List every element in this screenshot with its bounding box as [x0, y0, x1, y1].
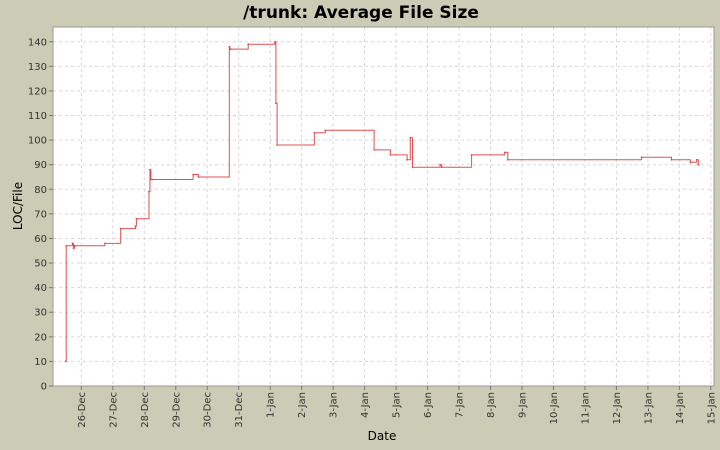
data-point — [275, 102, 277, 105]
data-point — [470, 154, 473, 156]
plot-area — [53, 27, 714, 386]
x-tick-label: 9-Jan — [517, 392, 528, 418]
x-tick-label: 28-Dec — [140, 392, 151, 428]
x-tick-label: 27-Dec — [108, 392, 119, 428]
series-layer — [64, 40, 700, 363]
x-tick-label: 31-Dec — [234, 392, 245, 428]
x-tick-label: 13-Jan — [643, 392, 654, 424]
data-point — [228, 45, 231, 48]
data-point — [192, 173, 195, 176]
x-tick-label: 29-Dec — [171, 392, 182, 428]
data-point — [71, 242, 74, 245]
grid — [53, 27, 714, 387]
y-axis-label: LOC/File — [11, 182, 25, 230]
data-point — [247, 43, 250, 46]
data-point — [119, 227, 122, 230]
data-point — [503, 151, 506, 154]
data-point — [697, 163, 700, 166]
data-point — [409, 136, 412, 139]
y-tick-label: 80 — [34, 185, 47, 196]
data-point — [65, 244, 68, 247]
data-point — [74, 244, 76, 247]
data-point — [689, 161, 692, 164]
x-tick-label: 15-Jan — [706, 392, 717, 424]
y-tick-label: 30 — [34, 308, 47, 319]
data-point — [324, 129, 327, 132]
x-tick-label: 10-Jan — [549, 392, 560, 424]
y-tick-label: 40 — [34, 283, 47, 294]
x-tick-label: 4-Jan — [360, 392, 371, 418]
y-tick-label: 10 — [34, 357, 47, 368]
data-point — [440, 166, 443, 169]
x-axis-label: Date — [368, 429, 397, 443]
x-tick-label: 6-Jan — [423, 392, 434, 418]
plot-border — [52, 26, 715, 387]
data-point — [229, 48, 232, 50]
data-point — [134, 225, 137, 228]
x-tick-label: 5-Jan — [392, 392, 403, 418]
x-tick-label: 30-Dec — [203, 392, 214, 428]
data-point — [373, 149, 375, 151]
data-point — [389, 154, 392, 156]
x-tick-label: 2-Jan — [297, 392, 308, 418]
y-tick-label: 130 — [28, 62, 47, 73]
y-tick-label: 90 — [34, 160, 47, 171]
data-point — [72, 247, 75, 250]
y-tick-label: 0 — [41, 382, 47, 393]
y-tick-label: 50 — [34, 259, 47, 270]
x-axis: 26-Dec 27-Dec 28-Dec 29-Dec 30-Dec 31-Dec 1-Ja… — [77, 386, 717, 428]
data-point — [313, 131, 316, 134]
data-point — [104, 242, 106, 245]
data-point — [276, 144, 278, 146]
y-tick-label: 100 — [28, 136, 47, 147]
x-tick-label: 14-Jan — [675, 392, 686, 424]
data-point — [274, 40, 276, 43]
data-point — [151, 178, 154, 181]
data-point — [695, 158, 698, 161]
y-axis: 0 10 20 30 40 50 60 70 80 90 100 110 120 130 140 — [28, 37, 53, 393]
series-line — [65, 41, 700, 362]
x-tick-label: 7-Jan — [455, 392, 466, 418]
y-tick-label: 70 — [34, 209, 47, 220]
data-point — [148, 190, 150, 193]
data-point — [135, 217, 138, 220]
x-tick-label: 1-Jan — [266, 392, 277, 418]
data-point — [670, 158, 673, 161]
data-point — [439, 163, 442, 166]
data-point — [64, 360, 67, 363]
data-point — [506, 158, 509, 161]
chart-title: /trunk: Average File Size — [243, 3, 479, 23]
x-tick-label: 8-Jan — [486, 392, 497, 418]
data-point — [411, 166, 414, 169]
y-tick-label: 60 — [34, 234, 47, 245]
x-tick-label: 26-Dec — [77, 392, 88, 428]
data-point — [149, 168, 151, 171]
y-tick-label: 120 — [28, 86, 47, 97]
x-tick-label: 3-Jan — [329, 392, 340, 418]
data-point — [640, 156, 643, 159]
data-point — [197, 176, 200, 178]
y-tick-label: 20 — [34, 332, 47, 343]
x-tick-label: 11-Jan — [580, 392, 591, 424]
x-tick-label: 12-Jan — [612, 392, 623, 424]
y-tick-label: 110 — [28, 111, 47, 122]
y-tick-label: 140 — [28, 37, 47, 48]
data-point — [406, 158, 408, 161]
